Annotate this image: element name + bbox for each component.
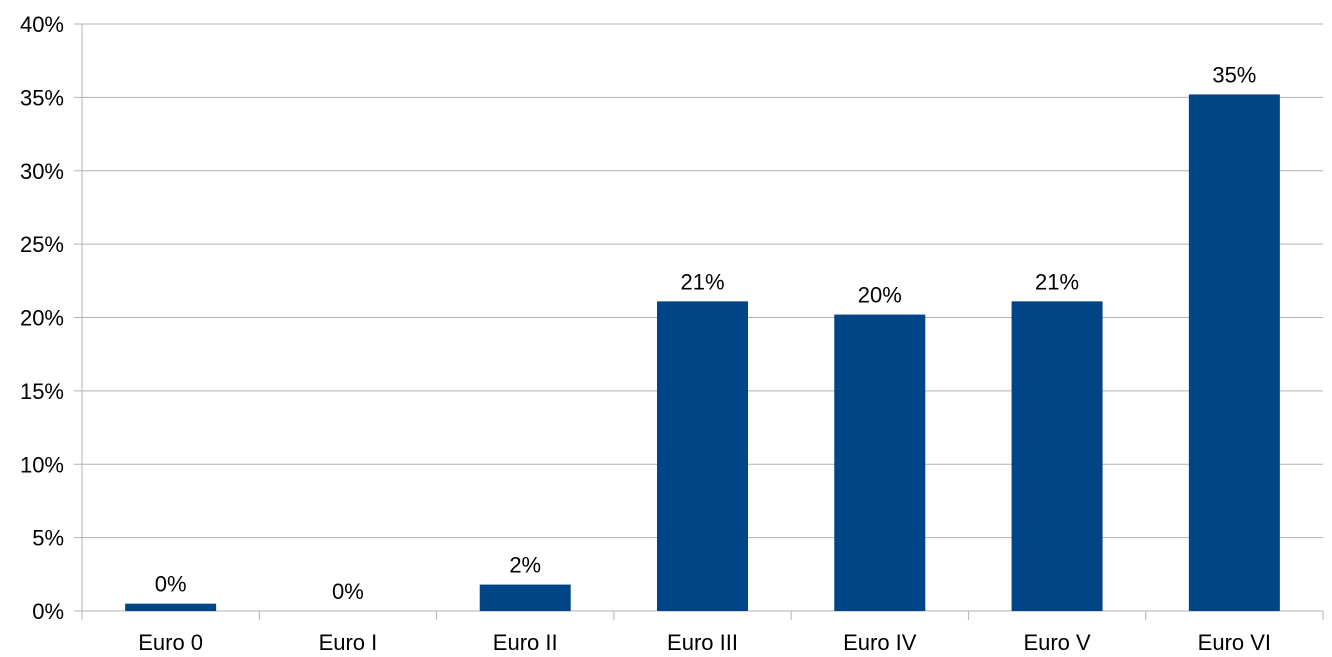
x-tick-label: Euro 0: [138, 630, 203, 655]
bar: [657, 301, 748, 611]
x-tick-label: Euro III: [667, 630, 738, 655]
y-tick-label: 15%: [20, 379, 64, 404]
y-tick-label: 5%: [32, 526, 64, 551]
data-label: 20%: [858, 283, 902, 308]
x-tick-label: Euro IV: [843, 630, 917, 655]
x-tick-label: Euro I: [319, 630, 378, 655]
y-tick-label: 0%: [32, 599, 64, 624]
bar: [834, 314, 926, 611]
x-tick-label: Euro VI: [1198, 630, 1271, 655]
data-label: 21%: [1035, 269, 1079, 294]
data-label: 2%: [509, 553, 541, 578]
bars: [125, 94, 1280, 611]
data-label: 0%: [155, 572, 187, 597]
x-tick-label: Euro V: [1023, 630, 1091, 655]
x-tick-labels: Euro 0 Euro I Euro II Euro III Euro IV Euro V…: [138, 630, 1271, 655]
y-tick-label: 40%: [20, 12, 64, 37]
bar: [479, 584, 571, 611]
bar: [125, 603, 217, 611]
data-label: 21%: [680, 269, 724, 294]
y-tick-label: 10%: [20, 452, 64, 477]
y-tick-label: 25%: [20, 232, 64, 257]
data-labels: 0% 0% 2% 21% 20% 21% 35%: [155, 62, 1257, 604]
x-tick-label: Euro II: [493, 630, 558, 655]
data-label: 35%: [1212, 62, 1256, 87]
bar: [1011, 301, 1103, 611]
y-tick-label: 30%: [20, 159, 64, 184]
y-tick-label: 35%: [20, 85, 64, 110]
bar: [1188, 94, 1280, 611]
data-label: 0%: [332, 579, 364, 604]
y-tick-labels: 0% 5% 10% 15% 20% 25% 30% 35% 40%: [20, 12, 64, 624]
y-tick-label: 20%: [20, 306, 64, 331]
